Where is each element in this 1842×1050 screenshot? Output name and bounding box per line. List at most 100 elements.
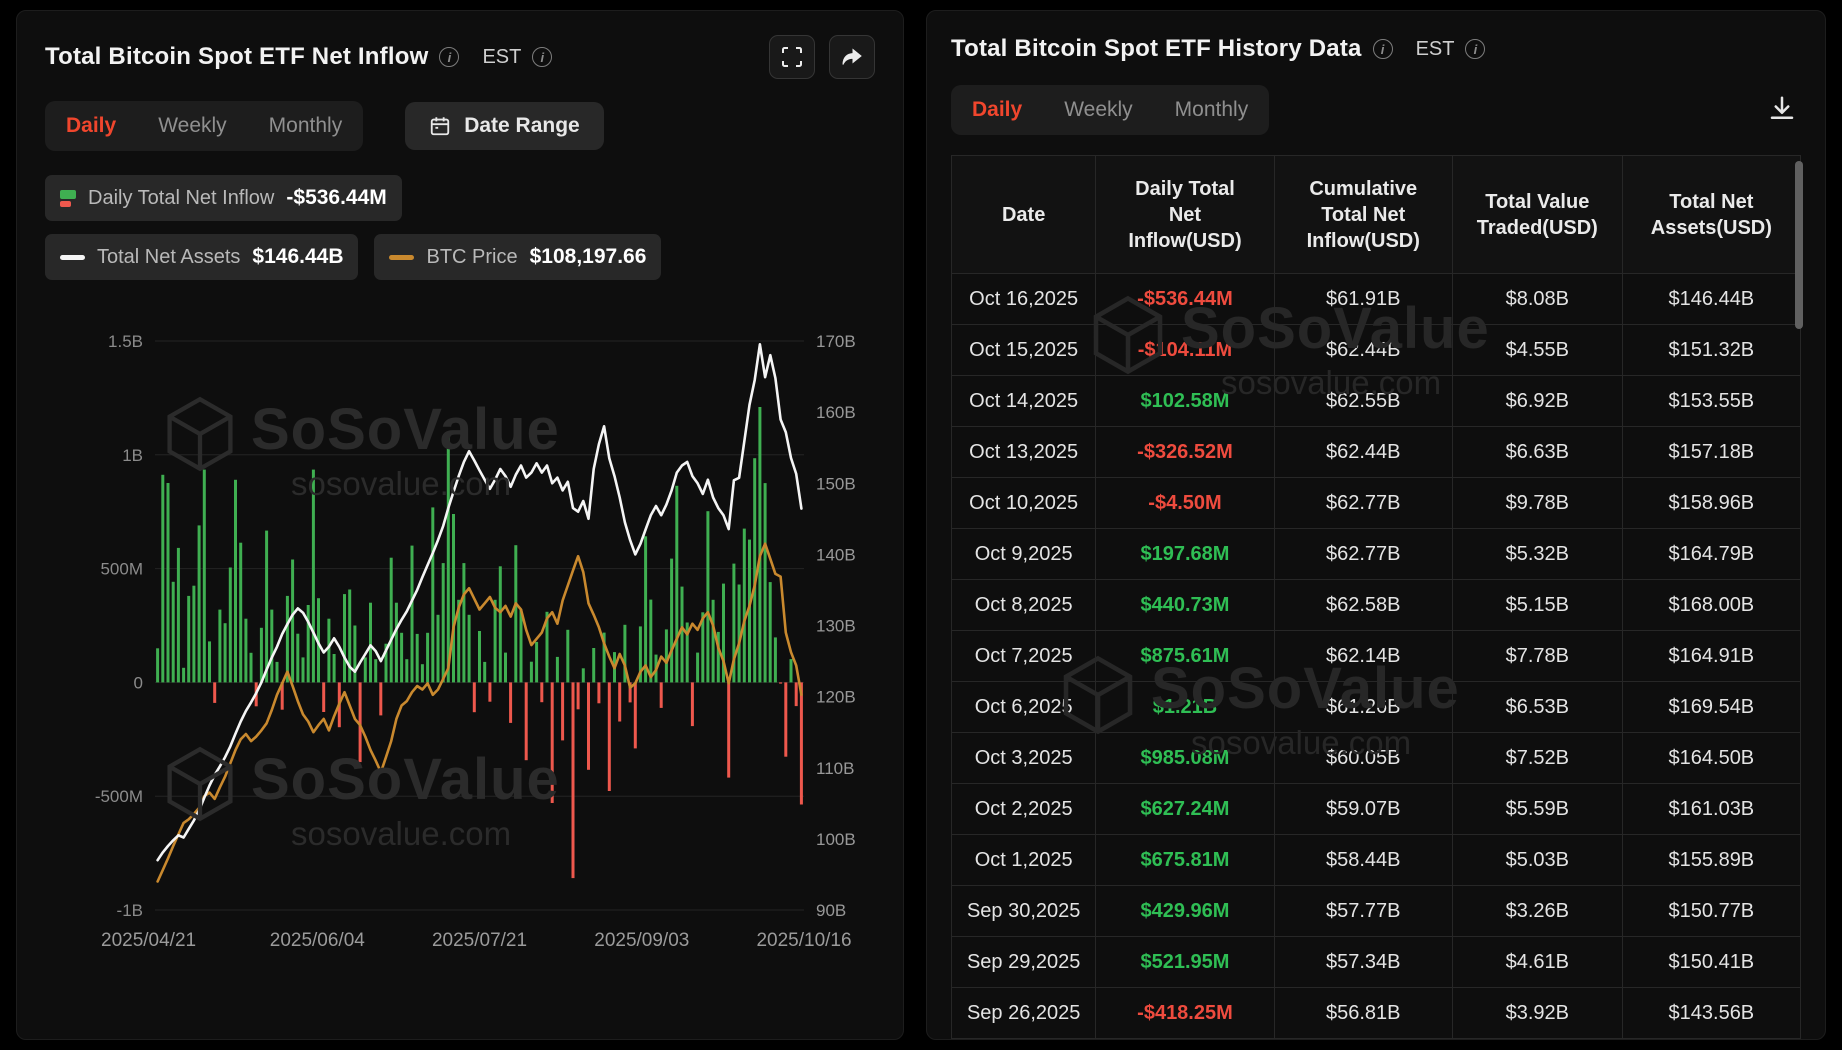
download-icon [1770,96,1794,119]
cell-daily-inflow: $521.95M [1095,936,1275,988]
svg-text:150B: 150B [816,474,856,493]
cell-value-traded: $8.08B [1451,273,1623,325]
cell-cumulative-inflow: $62.77B [1273,528,1453,580]
download-button[interactable] [1763,90,1801,131]
cell-cumulative-inflow: $62.44B [1273,324,1453,376]
cell-cumulative-inflow: $61.91B [1273,273,1453,325]
table-row[interactable]: Oct 6,2025 $1.21B $61.26B $6.53B $169.54… [950,681,1802,733]
tab-monthly[interactable]: Monthly [1154,85,1270,135]
table-row[interactable]: Oct 10,2025 -$4.50M $62.77B $9.78B $158.… [950,477,1802,529]
cell-daily-inflow: $1.21B [1095,681,1275,733]
net-inflow-chart[interactable]: 1.5B 1B 500M 0 -500M -1B 170B 160B 150B 140B 130B 1… [45,296,875,956]
table-row[interactable]: Sep 30,2025 $429.96M $57.77B $3.26B $150… [950,885,1802,937]
cell-date: Oct 7,2025 [950,630,1097,682]
tab-monthly[interactable]: Monthly [248,101,364,151]
cell-daily-inflow: -$4.50M [1095,477,1275,529]
legend-btc-value: $108,197.66 [529,245,647,268]
cell-cumulative-inflow: $58.44B [1273,834,1453,886]
history-interval-tabs: Daily Weekly Monthly [951,85,1270,135]
table-row[interactable]: Oct 7,2025 $875.61M $62.14B $7.78B $164.… [950,630,1802,682]
cell-net-assets: $164.79B [1621,528,1802,580]
legend-btc-price[interactable]: BTC Price $108,197.66 [374,234,662,280]
date-range-button[interactable]: Date Range [405,102,604,150]
svg-text:90B: 90B [816,901,846,920]
col-date: Date [950,155,1097,274]
cell-date: Sep 26,2025 [950,987,1097,1039]
cell-cumulative-inflow: $59.07B [1273,783,1453,835]
cell-date: Oct 10,2025 [950,477,1097,529]
cell-daily-inflow: $102.58M [1095,375,1275,427]
legend-daily-inflow[interactable]: Daily Total Net Inflow -$536.44M [45,175,402,221]
cell-daily-inflow: $985.08M [1095,732,1275,784]
cell-net-assets: $143.56B [1621,987,1802,1039]
cell-net-assets: $153.55B [1621,375,1802,427]
cell-value-traded: $5.03B [1451,834,1623,886]
svg-text:2025/10/16: 2025/10/16 [756,930,851,951]
chart-legend: Daily Total Net Inflow -$536.44M Total N… [45,175,875,280]
net-inflow-header: Total Bitcoin Spot ETF Net Inflow i EST … [45,35,875,79]
table-row[interactable]: Oct 1,2025 $675.81M $58.44B $5.03B $155.… [950,834,1802,886]
cell-value-traded: $7.78B [1451,630,1623,682]
table-row[interactable]: Oct 14,2025 $102.58M $62.55B $6.92B $153… [950,375,1802,427]
share-icon [842,48,862,65]
svg-text:120B: 120B [816,688,856,707]
info-icon[interactable]: i [1465,39,1486,59]
cell-value-traded: $4.55B [1451,324,1623,376]
cell-cumulative-inflow: $61.26B [1273,681,1453,733]
cell-date: Oct 8,2025 [950,579,1097,631]
table-row[interactable]: Oct 2,2025 $627.24M $59.07B $5.59B $161.… [950,783,1802,835]
info-icon[interactable]: i [1372,39,1393,59]
est-label: EST [482,45,522,68]
svg-text:-1B: -1B [117,901,143,920]
cell-date: Sep 29,2025 [950,936,1097,988]
col-value-traded: Total Value Traded(USD) [1451,155,1623,274]
history-title: Total Bitcoin Spot ETF History Data [951,35,1362,62]
cell-daily-inflow: -$536.44M [1095,273,1275,325]
legend-assets-label: Total Net Assets [97,245,241,268]
share-button[interactable] [829,35,875,79]
history-table: Date Daily Total Net Inflow(USD) Cumulat… [950,155,1803,1039]
cell-cumulative-inflow: $62.77B [1273,477,1453,529]
svg-text:-500M: -500M [95,787,143,806]
table-row[interactable]: Oct 13,2025 -$326.52M $62.44B $6.63B $15… [950,426,1802,478]
table-row[interactable]: Oct 15,2025 -$104.11M $62.44B $4.55B $15… [950,324,1802,376]
white-line-legend-icon [60,254,85,260]
date-range-label: Date Range [464,114,580,137]
svg-text:100B: 100B [816,830,856,849]
cell-value-traded: $5.59B [1451,783,1623,835]
cell-date: Sep 30,2025 [950,885,1097,937]
cell-daily-inflow: $875.61M [1095,630,1275,682]
fullscreen-icon [782,47,802,67]
table-row[interactable]: Oct 8,2025 $440.73M $62.58B $5.15B $168.… [950,579,1802,631]
legend-net-assets[interactable]: Total Net Assets $146.44B [45,234,359,280]
fullscreen-button[interactable] [769,35,815,79]
history-header: Total Bitcoin Spot ETF History Data i ES… [951,35,1801,63]
cell-date: Oct 3,2025 [950,732,1097,784]
cell-date: Oct 9,2025 [950,528,1097,580]
table-row[interactable]: Oct 16,2025 -$536.44M $61.91B $8.08B $14… [950,273,1802,325]
cell-cumulative-inflow: $57.34B [1273,936,1453,988]
table-row[interactable]: Oct 9,2025 $197.68M $62.77B $5.32B $164.… [950,528,1802,580]
svg-text:170B: 170B [816,332,856,351]
gold-line-legend-icon [389,254,415,260]
tab-daily[interactable]: Daily [951,85,1043,135]
tab-weekly[interactable]: Weekly [137,101,247,151]
table-row[interactable]: Oct 3,2025 $985.08M $60.05B $7.52B $164.… [950,732,1802,784]
table-row[interactable]: Sep 29,2025 $521.95M $57.34B $4.61B $150… [950,936,1802,988]
svg-text:2025/07/21: 2025/07/21 [432,930,527,951]
svg-text:160B: 160B [816,403,856,422]
cell-net-assets: $155.89B [1621,834,1802,886]
table-scrollbar[interactable] [1795,161,1803,329]
table-row[interactable]: Sep 26,2025 -$418.25M $56.81B $3.92B $14… [950,987,1802,1039]
cell-value-traded: $3.26B [1451,885,1623,937]
legend-btc-label: BTC Price [426,245,518,268]
tab-weekly[interactable]: Weekly [1043,85,1153,135]
tab-daily[interactable]: Daily [45,101,137,151]
cell-daily-inflow: -$418.25M [1095,987,1275,1039]
info-icon[interactable]: i [439,47,460,67]
cell-daily-inflow: $440.73M [1095,579,1275,631]
info-icon[interactable]: i [532,47,553,67]
cell-daily-inflow: $627.24M [1095,783,1275,835]
cell-net-assets: $161.03B [1621,783,1802,835]
